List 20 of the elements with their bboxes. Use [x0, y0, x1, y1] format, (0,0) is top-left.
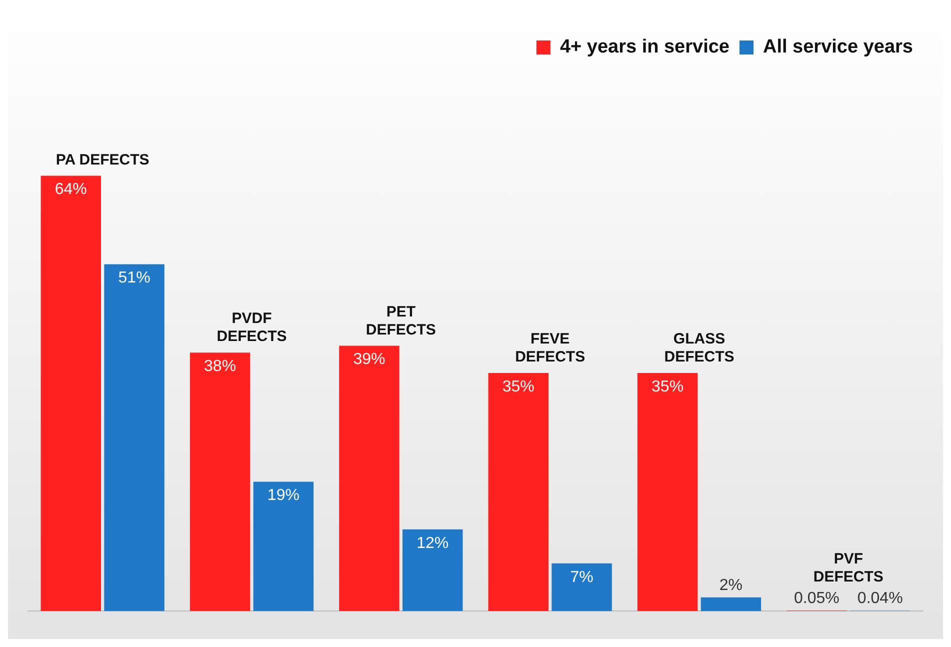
data-label: 35%	[652, 378, 684, 396]
x-tick-label: PET DEFECTS	[366, 303, 436, 338]
data-label: 38%	[204, 358, 236, 376]
data-label: 64%	[54, 181, 87, 198]
data-label: 51%	[118, 270, 150, 287]
x-tick-label: PVDF DEFECTS	[216, 310, 287, 346]
legend-label: All service years	[762, 36, 914, 58]
x-tick-label: PA DEFECTS	[56, 151, 150, 168]
data-label: 0.05%	[794, 590, 840, 608]
x-tick-label: PVF DEFECTS	[813, 550, 884, 586]
data-label: 7%	[570, 568, 594, 586]
data-label: 12%	[416, 534, 449, 552]
data-label: 35%	[502, 378, 534, 396]
x-tick-label: FEVE DEFECTS	[515, 330, 586, 366]
data-label: 0.04%	[857, 590, 903, 608]
data-label: 2%	[719, 576, 743, 594]
legend-label: 4+ years in service	[560, 36, 730, 58]
data-label: 39%	[353, 351, 386, 368]
data-label: 19%	[267, 487, 300, 504]
x-tick-label: GLASS DEFECTS	[664, 330, 734, 366]
